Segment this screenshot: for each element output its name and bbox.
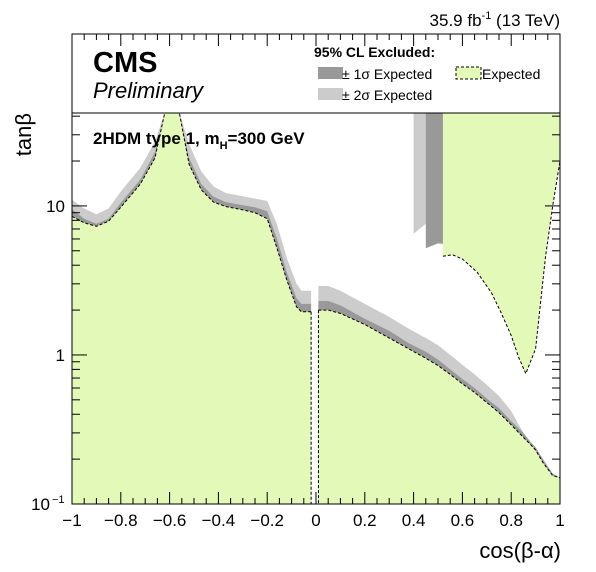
y-axis-label: tanβ bbox=[11, 113, 36, 156]
legend-swatch-one-sigma bbox=[318, 67, 343, 79]
expected-contour-right bbox=[318, 309, 560, 479]
chart-title: 2HDM type 1, mH=300 GeV bbox=[93, 129, 305, 152]
y-tick-label: 1 bbox=[56, 346, 65, 365]
exclusion-bands bbox=[72, 113, 560, 504]
x-tick-label: −0.8 bbox=[104, 511, 138, 530]
x-tick-label: −0.2 bbox=[250, 511, 284, 530]
experiment-label: CMS bbox=[93, 47, 157, 79]
x-tick-label: −1 bbox=[62, 511, 81, 530]
chart-title-tail: =300 GeV bbox=[228, 129, 306, 148]
x-axis-label: cos(β-α) bbox=[479, 538, 561, 563]
x-tick-label: 1 bbox=[555, 511, 564, 530]
y-tick-exponent: −1 bbox=[52, 494, 65, 506]
energy-label: (13 TeV) bbox=[491, 11, 560, 30]
y-tick-label: 10 bbox=[46, 197, 65, 216]
x-tick-label: 0.8 bbox=[499, 511, 523, 530]
chart-title-subscript: H bbox=[220, 140, 228, 152]
luminosity-sup: -1 bbox=[482, 10, 492, 22]
legend-swatch-two-sigma bbox=[318, 88, 343, 100]
expected-contour-left bbox=[72, 113, 312, 313]
x-tick-label: −0.6 bbox=[153, 511, 187, 530]
expected-contour-right-upper bbox=[442, 160, 560, 375]
legend-one-sigma-label: ± 1σ Expected bbox=[342, 66, 432, 82]
expected-band-left bbox=[72, 113, 312, 504]
legend-two-sigma-label: ± 2σ Expected bbox=[342, 87, 432, 103]
luminosity-label: 35.9 fb-1 (13 TeV) bbox=[430, 10, 560, 30]
x-tick-label: 0.2 bbox=[353, 511, 377, 530]
x-tick-label: 0.6 bbox=[451, 511, 475, 530]
legend-swatch-expected bbox=[455, 66, 482, 80]
legend-expected-label: Expected bbox=[482, 66, 540, 82]
expected-band-right bbox=[318, 310, 560, 504]
y-tick-label: 10 bbox=[31, 495, 50, 514]
x-tick-label: −0.4 bbox=[202, 511, 236, 530]
legend-title: 95% CL Excluded: bbox=[314, 44, 435, 60]
expected-band-right-upper bbox=[442, 113, 560, 374]
x-tick-label: 0 bbox=[311, 511, 320, 530]
status-label: Preliminary bbox=[93, 78, 205, 103]
x-tick-label: 0.4 bbox=[402, 511, 426, 530]
